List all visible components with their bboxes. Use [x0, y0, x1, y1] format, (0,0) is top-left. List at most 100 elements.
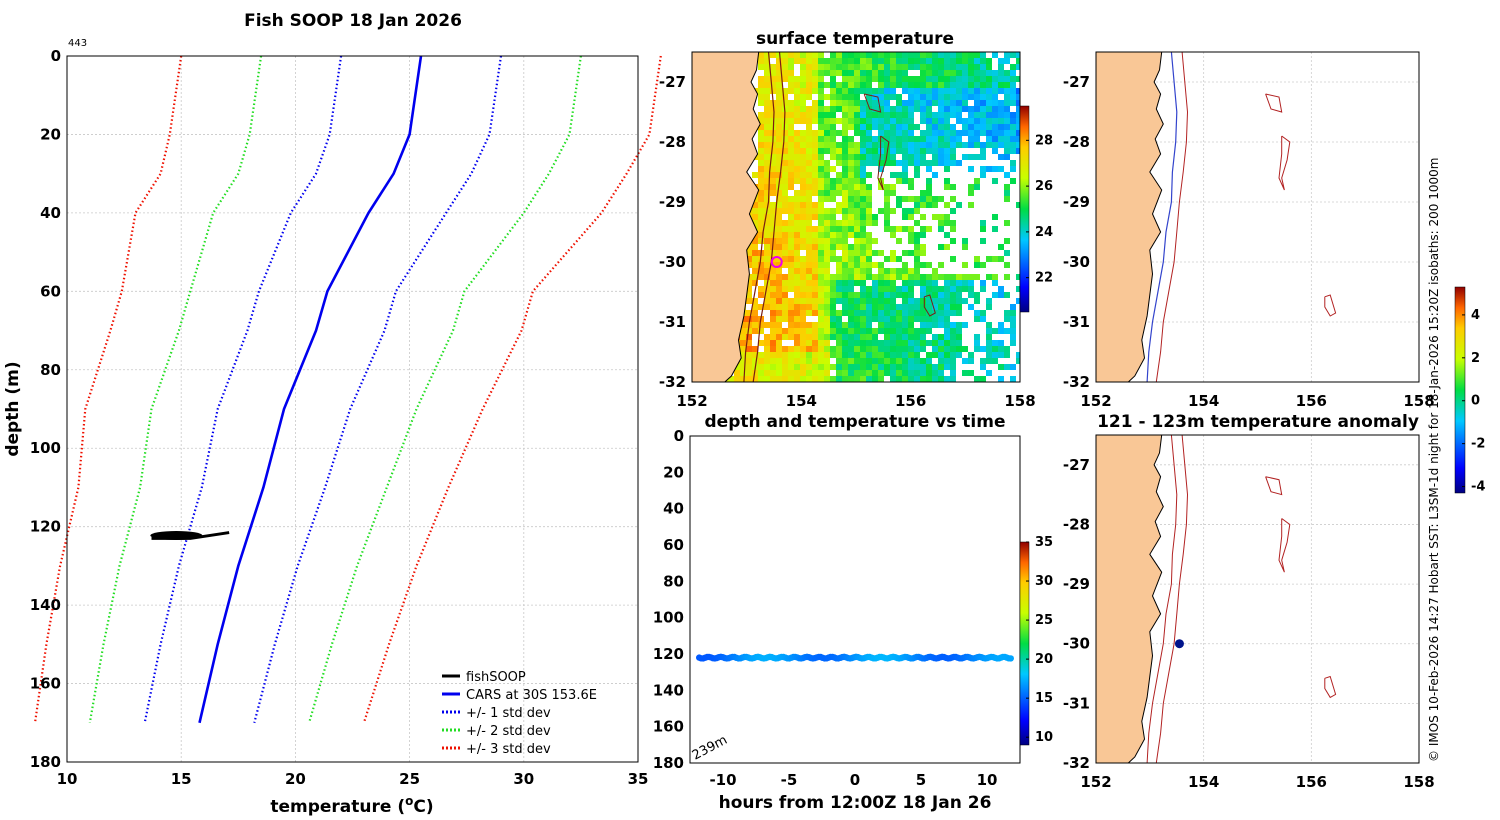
sst-pixel — [944, 88, 950, 94]
sst-pixel — [890, 346, 896, 352]
sst-pixel — [830, 244, 836, 250]
sst-pixel — [914, 64, 920, 70]
sst-pixel — [848, 64, 854, 70]
sst-pixel — [842, 208, 848, 214]
sst-pixel — [1016, 148, 1020, 154]
sst-pixel — [818, 196, 824, 202]
sst-pixel — [890, 328, 896, 334]
sst-pixel — [830, 112, 836, 118]
sst-pixel — [944, 106, 950, 112]
sst-pixel — [818, 130, 824, 136]
sst-pixel — [854, 142, 860, 148]
sst-pixel — [974, 70, 980, 76]
sst-pixel — [950, 298, 956, 304]
sst-pixel — [794, 94, 800, 100]
sst-pixel — [794, 352, 800, 358]
sst-pixel — [1016, 64, 1020, 70]
sst-pixel — [944, 298, 950, 304]
sst-pixel — [836, 172, 842, 178]
sst-pixel — [884, 274, 890, 280]
profile-axes-frame — [66, 55, 639, 763]
sst-pixel — [764, 154, 770, 160]
sst-pixel — [932, 142, 938, 148]
sst-pixel — [956, 286, 962, 292]
sst-pixel — [890, 94, 896, 100]
sst-pixel — [914, 334, 920, 340]
sst-pixel — [776, 358, 782, 364]
sst-pixel — [926, 364, 932, 370]
sst-pixel — [782, 328, 788, 334]
sst-pixel — [998, 136, 1004, 142]
sst-pixel — [872, 352, 878, 358]
sst-pixel — [770, 280, 776, 286]
anomaly-map-ytick: -31 — [1063, 694, 1090, 712]
sst-pixel — [968, 280, 974, 286]
depth-time-xtick: 0 — [850, 771, 860, 789]
sst-pixel — [896, 130, 902, 136]
sst-pixel — [800, 328, 806, 334]
sst-pixel — [782, 250, 788, 256]
sst-pixel — [860, 256, 866, 262]
sst-pixel — [782, 376, 788, 382]
sst-pixel — [866, 286, 872, 292]
isobath-map-seamount — [1278, 135, 1291, 191]
sst-pixel — [854, 184, 860, 190]
sst-pixel — [896, 292, 902, 298]
sst-pixel — [758, 262, 764, 268]
sst-pixel — [998, 352, 1004, 358]
sst-pixel — [914, 94, 920, 100]
sst-pixel — [836, 130, 842, 136]
sst-pixel — [866, 256, 872, 262]
sst-pixel — [902, 316, 908, 322]
sst-pixel — [866, 316, 872, 322]
sst-pixel — [1016, 136, 1020, 142]
sst-pixel — [980, 70, 986, 76]
sst-pixel — [770, 208, 776, 214]
sst-pixel — [914, 232, 920, 238]
sst-pixel — [1004, 364, 1010, 370]
isobath-map-seamount — [1324, 294, 1337, 317]
sst-pixel — [974, 130, 980, 136]
sst-pixel — [1016, 358, 1020, 364]
sst-pixel — [884, 124, 890, 130]
sst-pixel — [914, 76, 920, 82]
depth-time-ytick: 160 — [653, 718, 684, 736]
sst-pixel — [890, 334, 896, 340]
sst-pixel — [1004, 112, 1010, 118]
sst-pixel — [1010, 124, 1016, 130]
sst-pixel — [956, 130, 962, 136]
sst-pixel — [794, 106, 800, 112]
sst-pixel — [794, 376, 800, 382]
sst-pixel — [752, 274, 758, 280]
sst-map-xtick: 152 — [676, 392, 707, 410]
sst-pixel — [830, 190, 836, 196]
sst-pixel — [962, 118, 968, 124]
sst-pixel — [854, 70, 860, 76]
sst-pixel — [806, 220, 812, 226]
sst-pixel — [770, 226, 776, 232]
sst-pixel — [860, 220, 866, 226]
sst-pixel — [842, 286, 848, 292]
sst-pixel — [884, 334, 890, 340]
sst-pixel — [830, 256, 836, 262]
sst-pixel — [1004, 250, 1010, 256]
sst-pixel — [806, 94, 812, 100]
sst-pixel — [992, 226, 998, 232]
sst-pixel — [842, 280, 848, 286]
sst-pixel — [932, 370, 938, 376]
sst-pixel — [818, 172, 824, 178]
sst-pixel — [950, 100, 956, 106]
sst-pixel — [932, 364, 938, 370]
sst-pixel — [854, 124, 860, 130]
sst-pixel — [932, 322, 938, 328]
sst-pixel — [830, 346, 836, 352]
sst-pixel — [824, 370, 830, 376]
sst-pixel — [770, 52, 776, 58]
sst-pixel — [908, 160, 914, 166]
sst-pixel — [782, 316, 788, 322]
sst-pixel — [830, 64, 836, 70]
sst-pixel — [758, 154, 764, 160]
sst-pixel — [752, 376, 758, 382]
sst-pixel — [980, 316, 986, 322]
